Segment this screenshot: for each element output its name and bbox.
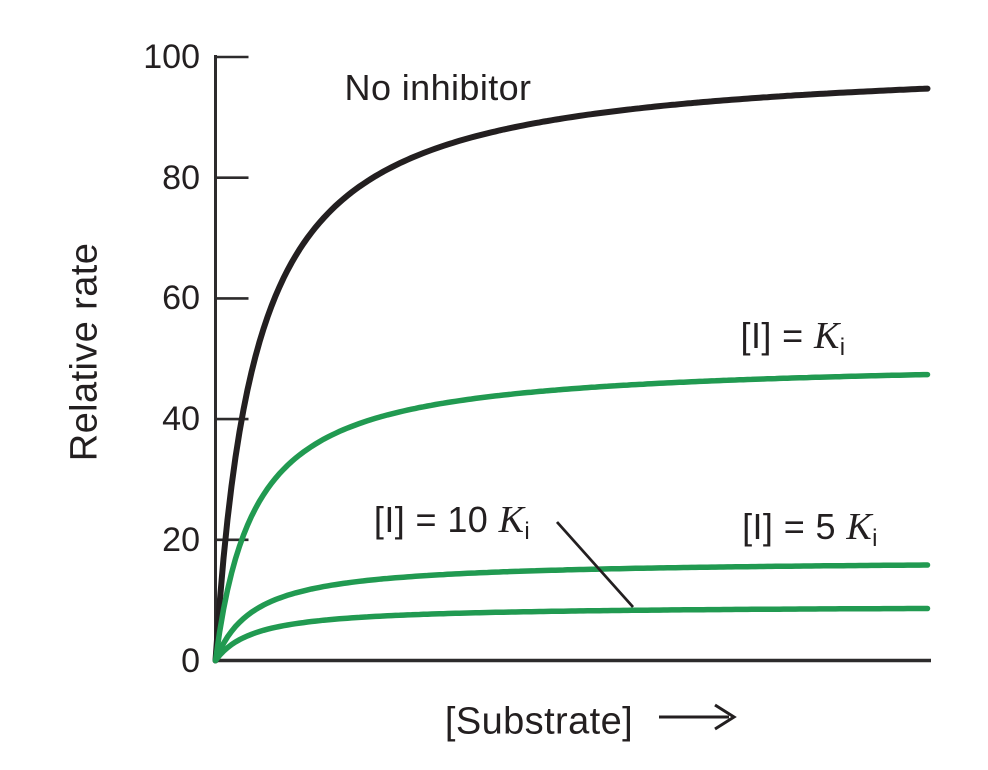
- label-prefix: [I] = 5: [742, 506, 847, 547]
- curve-label-i-eq-ki: [I] = Ki: [740, 314, 846, 362]
- y-tick-label: 60: [162, 279, 200, 318]
- curve-label-i-eq-10ki: [I] = 10 Ki: [373, 498, 531, 546]
- curve-i-5-ki: [212, 562, 931, 664]
- y-tick-label: 80: [162, 158, 200, 197]
- leader-line-10ki: [555, 521, 635, 608]
- k-symbol: K: [498, 499, 525, 541]
- curve-i-10-ki: [212, 605, 931, 664]
- y-tick-label: 0: [181, 641, 200, 680]
- x-axis-title: [Substrate]: [444, 700, 634, 743]
- y-tick-label: 100: [143, 38, 200, 76]
- y-axis-title: Relative rate: [63, 242, 106, 462]
- k-subscript: i: [872, 525, 878, 553]
- curve-i-ki: [212, 371, 931, 664]
- label-prefix: [I] = 10: [373, 499, 499, 540]
- right-arrow-head-icon: [714, 703, 737, 731]
- k-symbol: K: [846, 506, 873, 548]
- label-prefix: [I] =: [740, 315, 814, 356]
- y-tick-label: 20: [162, 520, 200, 559]
- curve-no-inhibitor: [212, 85, 931, 664]
- k-subscript: i: [524, 518, 531, 546]
- curve-label-no-inhibitor: No inhibitor: [344, 67, 532, 108]
- k-subscript: i: [839, 334, 846, 362]
- k-symbol: K: [813, 315, 840, 357]
- y-tick-label: 40: [162, 400, 200, 439]
- curve-label-i-eq-5ki: [I] = 5 Ki: [742, 505, 878, 553]
